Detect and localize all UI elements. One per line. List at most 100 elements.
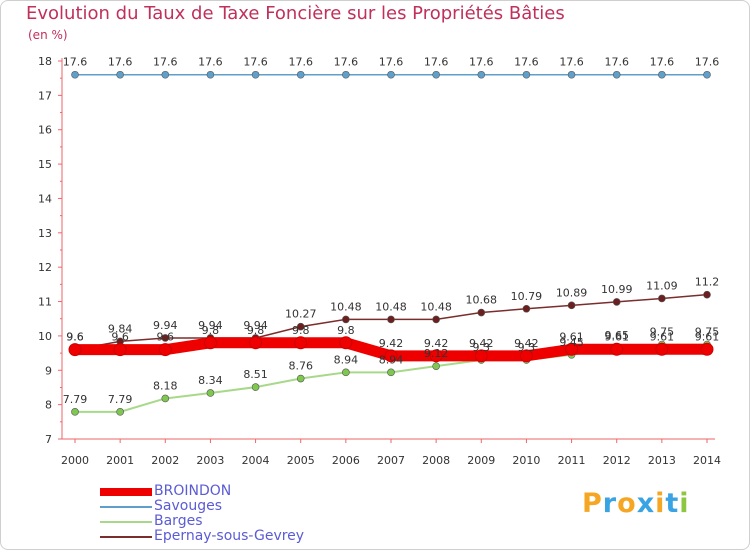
chart-series xyxy=(68,70,714,416)
logo-letter: i xyxy=(679,488,690,519)
data-point-broindon xyxy=(655,342,669,356)
data-label-barges: 9.75 xyxy=(695,326,720,339)
data-point-savouges xyxy=(703,70,711,79)
unit-label: (en %) xyxy=(28,28,68,42)
data-label-savouges: 17.6 xyxy=(559,56,584,69)
data-point-barges xyxy=(161,394,170,403)
data-label-barges: 8.51 xyxy=(243,368,268,381)
data-label-savouges: 17.6 xyxy=(650,56,675,69)
legend-label-barges: Barges xyxy=(154,513,203,529)
data-label-epernay-sous-gevrey: 10.79 xyxy=(511,290,543,303)
data-point-barges xyxy=(206,389,215,397)
series-broindon xyxy=(68,336,714,363)
data-label-epernay-sous-gevrey: 10.99 xyxy=(601,283,633,296)
x-tick-label: 2006 xyxy=(332,454,360,467)
data-point-savouges xyxy=(71,70,79,79)
data-label-epernay-sous-gevrey: 10.48 xyxy=(375,300,407,313)
data-point-epernay-sous-gevrey xyxy=(703,290,711,299)
data-point-broindon xyxy=(474,349,488,363)
data-label-savouges: 17.6 xyxy=(243,56,268,69)
data-point-savouges xyxy=(567,70,576,79)
x-tick-label: 2011 xyxy=(558,454,586,467)
data-point-savouges xyxy=(522,70,531,79)
data-point-epernay-sous-gevrey xyxy=(387,315,395,324)
data-label-barges: 8.34 xyxy=(198,374,223,387)
data-point-broindon xyxy=(610,342,624,356)
data-label-barges: 8.18 xyxy=(153,379,178,392)
chart-title: Evolution du Taux de Taxe Foncière sur l… xyxy=(26,3,565,24)
data-label-barges: 7.79 xyxy=(63,393,88,406)
data-label-savouges: 17.6 xyxy=(108,56,133,69)
data-label-barges: 8.94 xyxy=(334,353,359,366)
data-label-epernay-sous-gevrey: 11.09 xyxy=(646,279,678,292)
data-point-epernay-sous-gevrey xyxy=(567,301,576,310)
y-tick-label: 17 xyxy=(38,89,52,102)
data-label-epernay-sous-gevrey: 10.89 xyxy=(556,286,588,299)
logo-letter: r xyxy=(602,488,618,519)
data-label-broindon: 9.42 xyxy=(379,337,404,350)
data-label-broindon: 9.6 xyxy=(111,331,129,344)
logo-letter: o xyxy=(617,488,637,519)
data-label-savouges: 17.6 xyxy=(604,56,629,69)
data-point-barges xyxy=(296,374,305,383)
data-label-barges: 9.3 xyxy=(518,341,536,354)
legend-swatch-barges xyxy=(100,521,152,523)
data-point-savouges xyxy=(206,70,215,79)
data-point-savouges xyxy=(251,70,260,79)
x-tick-label: 2005 xyxy=(287,454,315,467)
legend-label-epernay: Epernay-sous-Gevrey xyxy=(154,528,305,544)
data-label-epernay-sous-gevrey: 10.68 xyxy=(466,294,498,307)
x-tick-label: 2013 xyxy=(648,454,676,467)
data-label-broindon: 9.8 xyxy=(202,324,220,337)
x-tick-label: 2010 xyxy=(512,454,540,467)
y-tick-label: 9 xyxy=(45,364,52,377)
data-point-barges xyxy=(116,408,124,416)
data-point-broindon xyxy=(203,336,217,350)
data-point-broindon xyxy=(249,336,263,350)
data-label-savouges: 17.6 xyxy=(424,56,449,69)
x-tick-label: 2004 xyxy=(242,454,270,467)
x-tick-label: 2002 xyxy=(151,454,179,467)
data-label-broindon: 9.8 xyxy=(247,324,265,337)
legend-label-broindon: BROINDON xyxy=(154,483,232,499)
data-label-savouges: 17.6 xyxy=(288,56,313,69)
data-point-epernay-sous-gevrey xyxy=(296,322,305,331)
data-label-broindon: 9.61 xyxy=(695,330,720,343)
x-tick-label: 2001 xyxy=(106,454,134,467)
chart-axes: 7 8 9 10 11 12 13 14 15 16 17 18 2000 2001 2002 2003 200… xyxy=(38,55,721,467)
data-point-barges xyxy=(432,362,440,370)
logo-letter: i xyxy=(655,488,666,519)
data-label-savouges: 17.6 xyxy=(379,56,404,69)
data-label-epernay-sous-gevrey: 11.2 xyxy=(695,276,720,289)
data-point-savouges xyxy=(612,70,621,79)
data-point-barges xyxy=(342,368,350,377)
data-point-broindon xyxy=(339,336,353,350)
data-label-broindon: 9.42 xyxy=(424,337,449,350)
proxiti-logo: Proxiti xyxy=(582,488,690,519)
logo-letter: t xyxy=(665,488,680,519)
y-tick-label: 7 xyxy=(45,433,52,446)
data-label-broindon: 9.8 xyxy=(292,324,310,337)
data-label-epernay-sous-gevrey: 10.27 xyxy=(285,308,317,321)
data-label-savouges: 17.6 xyxy=(695,56,720,69)
data-label-broindon: 9.8 xyxy=(337,324,355,337)
data-label-epernay-sous-gevrey: 10.48 xyxy=(420,300,452,313)
data-point-savouges xyxy=(296,70,305,79)
data-point-epernay-sous-gevrey xyxy=(477,308,486,317)
data-point-savouges xyxy=(161,70,170,79)
data-label-savouges: 17.6 xyxy=(514,56,539,69)
legend-swatch-epernay xyxy=(100,536,152,538)
data-label-barges: 9.65 xyxy=(604,329,629,342)
data-point-epernay-sous-gevrey xyxy=(432,315,440,324)
data-point-savouges xyxy=(116,70,124,79)
data-label-epernay-sous-gevrey: 10.48 xyxy=(330,300,362,313)
y-tick-label: 11 xyxy=(38,296,52,309)
x-tick-label: 2014 xyxy=(693,454,721,467)
x-tick-label: 2008 xyxy=(422,454,450,467)
data-label-broindon: 9.61 xyxy=(604,330,629,343)
data-label-broindon: 9.6 xyxy=(157,331,175,344)
legend-swatch-savouges xyxy=(100,506,152,508)
x-tick-label: 2000 xyxy=(61,454,89,467)
data-point-barges xyxy=(71,408,79,416)
